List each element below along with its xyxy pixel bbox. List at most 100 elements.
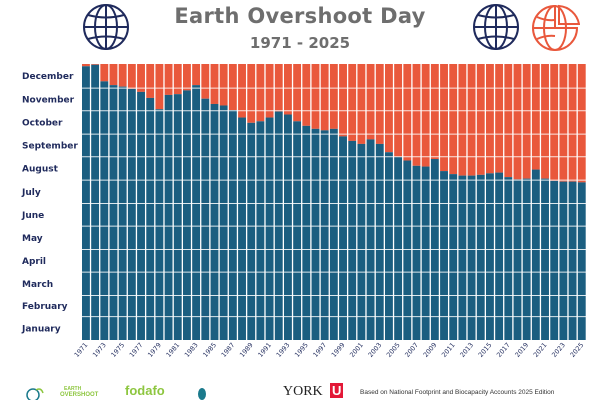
earth-overshoot-logo-icon [26, 388, 44, 400]
source-note: Based on National Footprint and Biocapac… [360, 389, 555, 396]
overshoot-bar [458, 64, 467, 176]
x-tick-label: 2001 [348, 341, 365, 359]
overshoot-bar [201, 64, 210, 99]
overshoot-bar [385, 64, 393, 153]
budget-bar [183, 90, 191, 340]
x-tick-label: 2015 [477, 341, 494, 359]
budget-bar [550, 180, 559, 340]
budget-bar [219, 105, 228, 340]
budget-bar [495, 172, 504, 340]
broken-globe-icon [532, 4, 580, 51]
overshoot-bar [329, 64, 338, 129]
earth-overshoot-logo-top: EARTH [64, 386, 82, 392]
budget-bar [421, 166, 430, 340]
overshoot-bar [118, 64, 127, 87]
footer-logos: EARTH OVERSHOOT fodafo YORK U [0, 380, 600, 400]
month-label: February [22, 302, 68, 312]
overshoot-bar [210, 64, 219, 104]
overshoot-bar [192, 64, 201, 86]
x-tick-label: 1971 [73, 341, 90, 359]
x-tick-label: 1995 [293, 341, 310, 359]
budget-bar [440, 171, 448, 340]
overshoot-bar [339, 64, 347, 137]
overshoot-bar [513, 64, 522, 180]
budget-bar [311, 128, 320, 340]
overshoot-bar [293, 64, 302, 122]
budget-bar [173, 94, 182, 340]
budget-bar [210, 103, 219, 340]
budget-bar [531, 169, 540, 340]
budget-bar [541, 178, 549, 340]
month-label: August [22, 164, 59, 174]
overshoot-bar [256, 64, 265, 122]
budget-bar [513, 179, 522, 340]
budget-bar [284, 114, 292, 341]
x-tick-label: 2025 [569, 341, 586, 359]
month-label: May [22, 234, 43, 244]
budget-bar [127, 88, 136, 340]
overshoot-bar [522, 64, 531, 179]
budget-bar [403, 160, 412, 340]
overshoot-bar [100, 64, 109, 82]
overshoot-bar [568, 64, 577, 182]
overshoot-bar [284, 64, 292, 115]
overshoot-bar [476, 64, 485, 175]
budget-bar [164, 94, 173, 340]
chart-subtitle: 1971 - 2025 [249, 34, 351, 52]
budget-bar [467, 175, 476, 340]
budget-bar [247, 122, 256, 340]
overshoot-bar [238, 64, 246, 118]
budget-bar [476, 174, 485, 340]
earth-overshoot-logo-bottom: OVERSHOOT [60, 392, 99, 398]
budget-bar [118, 86, 127, 341]
budget-bar [329, 128, 338, 340]
budget-bar [320, 130, 329, 340]
overshoot-bar [550, 64, 559, 181]
x-tick-label: 2019 [513, 341, 530, 359]
overshoot-bar [421, 64, 430, 167]
overshoot-bar [440, 64, 448, 172]
x-tick-label: 2003 [367, 341, 384, 359]
overshoot-bar [531, 64, 540, 170]
overshoot-bar [311, 64, 320, 129]
overshoot-bar [127, 64, 136, 89]
x-tick-label: 2017 [495, 341, 512, 359]
york-logo-mark: U [330, 383, 344, 398]
x-tick-label: 1973 [91, 341, 108, 359]
overshoot-bar [265, 64, 274, 118]
x-tick-label: 2005 [385, 341, 402, 359]
x-tick-label: 1983 [183, 341, 200, 359]
overshoot-bar [109, 64, 118, 86]
overshoot-bar [320, 64, 329, 131]
overshoot-bar [173, 64, 182, 95]
footprint-logo-icon [198, 388, 206, 400]
budget-bar [146, 97, 155, 341]
month-label: October [22, 118, 63, 128]
x-tick-label: 2013 [458, 341, 475, 359]
x-tick-label: 2009 [422, 341, 439, 359]
budget-bar [192, 85, 201, 340]
x-tick-label: 1981 [165, 341, 182, 359]
month-label: November [22, 95, 75, 105]
fodafo-logo: fodafo [125, 383, 165, 398]
overshoot-bar [219, 64, 228, 106]
overshoot-bar [375, 64, 384, 144]
budget-bar [339, 136, 347, 340]
overshoot-bar [577, 64, 586, 183]
globe-icon [473, 4, 519, 50]
x-tick-label: 1989 [238, 341, 255, 359]
york-logo: YORK [283, 384, 323, 399]
budget-bar [449, 174, 458, 340]
overshoot-bar [228, 64, 237, 110]
month-label: December [22, 72, 74, 82]
overshoot-bar [559, 64, 568, 182]
month-label: March [22, 280, 53, 290]
budget-bar [348, 140, 357, 340]
x-tick-label: 1979 [146, 341, 163, 359]
overshoot-bar [541, 64, 549, 179]
overshoot-bar [430, 64, 439, 160]
budget-bar [155, 109, 164, 340]
budget-bar [357, 143, 366, 340]
x-tick-label: 1993 [275, 341, 292, 359]
month-label: June [21, 211, 44, 221]
